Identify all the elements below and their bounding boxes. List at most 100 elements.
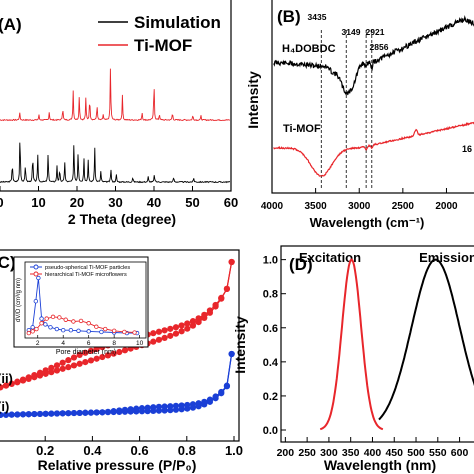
isotherm-point-blue-desorption [0,411,4,419]
x-tick-label-a-20: 20 [70,195,84,210]
panel-a-plot-frame [0,0,232,192]
isotherm-point-blue-desorption [110,408,117,415]
isotherm-point-red-desorption [218,294,225,301]
isotherm-point-red-desorption [189,318,197,325]
isotherm-point-blue-desorption [2,411,10,418]
isotherm-point-blue-desorption [65,410,72,417]
inset-point-red [57,315,62,320]
panel-c-curves [0,258,235,419]
isotherm-point-blue-desorption [228,350,235,358]
isotherm-point-red-desorption [53,362,61,369]
x-tick-label-a-40: 40 [147,195,161,210]
isotherm-point-red-adsorption [155,336,163,343]
isotherm-point-red-desorption [167,325,174,332]
y-tick-label-d-0.0: 0.0 [263,425,278,437]
inset-legend-text-red: hierarchical Ti-MOF microflowers [45,272,127,278]
isotherm-point-red-adsorption [150,338,157,345]
inset-point-blue [43,322,48,327]
isotherm-point-blue-desorption [116,407,123,414]
inset-y-axis-label: dV/D (cm³/g nm) [16,278,22,322]
spectrum-line-emission [378,258,474,421]
x-tick-label-b-2000: 2000 [435,201,458,212]
isotherm-point-red-desorption [161,327,168,334]
inset-point-red [132,330,137,335]
isotherm-point-blue-desorption [104,408,112,415]
isotherm-point-red-desorption [25,374,32,381]
isotherm-point-red-desorption [42,367,49,374]
isotherm-point-red-adsorption [178,328,185,335]
isotherm-point-red-adsorption [167,332,174,339]
isotherm-point-blue-desorption [178,402,185,409]
legend-text-ti-mof: Ti-MOF [134,36,192,55]
isotherm-point-red-adsorption [104,352,112,359]
isotherm-point-red-adsorption [59,365,66,372]
isotherm-point-blue-desorption [184,401,191,409]
x-tick-label-a-60: 60 [224,195,238,210]
y-tick-label-d-0.8: 0.8 [263,289,278,301]
inset-point-blue [39,316,44,321]
isotherm-point-red-desorption [184,320,191,327]
x-tick-label-a-10: 10 [31,195,45,210]
isotherm-point-blue-desorption [201,398,208,405]
isotherm-point-blue-desorption [19,411,27,418]
inset-point-blue [86,329,91,334]
x-tick-label-d-450: 450 [385,447,403,459]
x-tick-label-d-350: 350 [342,447,360,459]
inset-point-red [94,324,99,329]
panel-b-x-ticks: 4000 3500 3000 2500 2000 [261,188,458,212]
isotherm-point-blue-desorption [14,411,21,418]
x-tick-label-d-250: 250 [298,447,316,459]
curve-label-i: (i) [0,399,9,414]
x-tick-label-d-600: 600 [451,447,469,459]
isotherm-point-red-adsorption [87,357,95,364]
isotherm-point-red-adsorption [121,347,129,354]
x-tick-label-d-200: 200 [277,447,295,459]
xrd-line-simulation [0,142,231,184]
panel-c-plot-frame [0,249,240,442]
isotherm-point-red-desorption [19,376,27,383]
panel-a-label: (A) [0,15,22,34]
isotherm-point-red-desorption [2,382,10,389]
inset-point-red [34,326,39,332]
isotherm-point-red-adsorption [70,362,78,369]
curve-label-excitation: Excitation [299,250,361,265]
panel-d-plot-frame [280,245,474,443]
panel-a-curves [0,68,231,184]
legend-text-simulation: Simulation [134,13,221,32]
inset-x-axis-label: Pore diameter (nm) [56,349,116,356]
isotherm-point-red-desorption [228,258,235,266]
isotherm-point-red-desorption [48,364,55,371]
inset-point-red [71,319,76,324]
isotherm-point-blue-desorption [25,411,32,418]
isotherm-point-blue-desorption [36,410,44,418]
isotherm-point-red-desorption [223,285,231,292]
isotherm-point-blue-desorption [31,410,38,418]
inset-legend-text-blue: pseudo-spherical Ti-MOF particles [45,265,130,271]
isotherm-point-red-desorption [87,347,95,354]
inset-point-blue [36,275,41,281]
annotation-3149: 3149 [342,27,361,37]
x-tick-label-b-3500: 3500 [304,201,327,212]
annotation-3435: 3435 [308,12,327,22]
isotherm-point-blue-desorption [87,409,95,416]
isotherm-point-red-adsorption [161,334,168,341]
isotherm-point-blue-desorption [99,409,106,416]
inset-line-blue [28,277,138,334]
inset-point-red [63,317,68,322]
isotherm-point-blue-desorption [167,403,174,410]
x-tick-label-d-400: 400 [364,447,382,459]
isotherm-point-red-adsorption [110,350,117,357]
isotherm-point-red-adsorption [99,353,106,361]
isotherm-point-blue-desorption [138,405,146,412]
ftir-line-h4dobdc [273,15,474,96]
panel-b-label: (B) [277,7,301,26]
x-tick-label-c-0.4: 0.4 [83,443,102,458]
isotherm-point-red-desorption [65,357,72,364]
inset-point-blue [99,329,104,335]
annotation-2921: 2921 [366,27,385,37]
isotherm-point-blue-desorption [59,410,66,417]
inset-point-red [86,321,91,326]
panel-d-x-axis-label: Wavelength (nm) [324,457,436,473]
isotherm-point-blue-desorption [223,382,231,389]
inset-point-blue [68,328,74,333]
